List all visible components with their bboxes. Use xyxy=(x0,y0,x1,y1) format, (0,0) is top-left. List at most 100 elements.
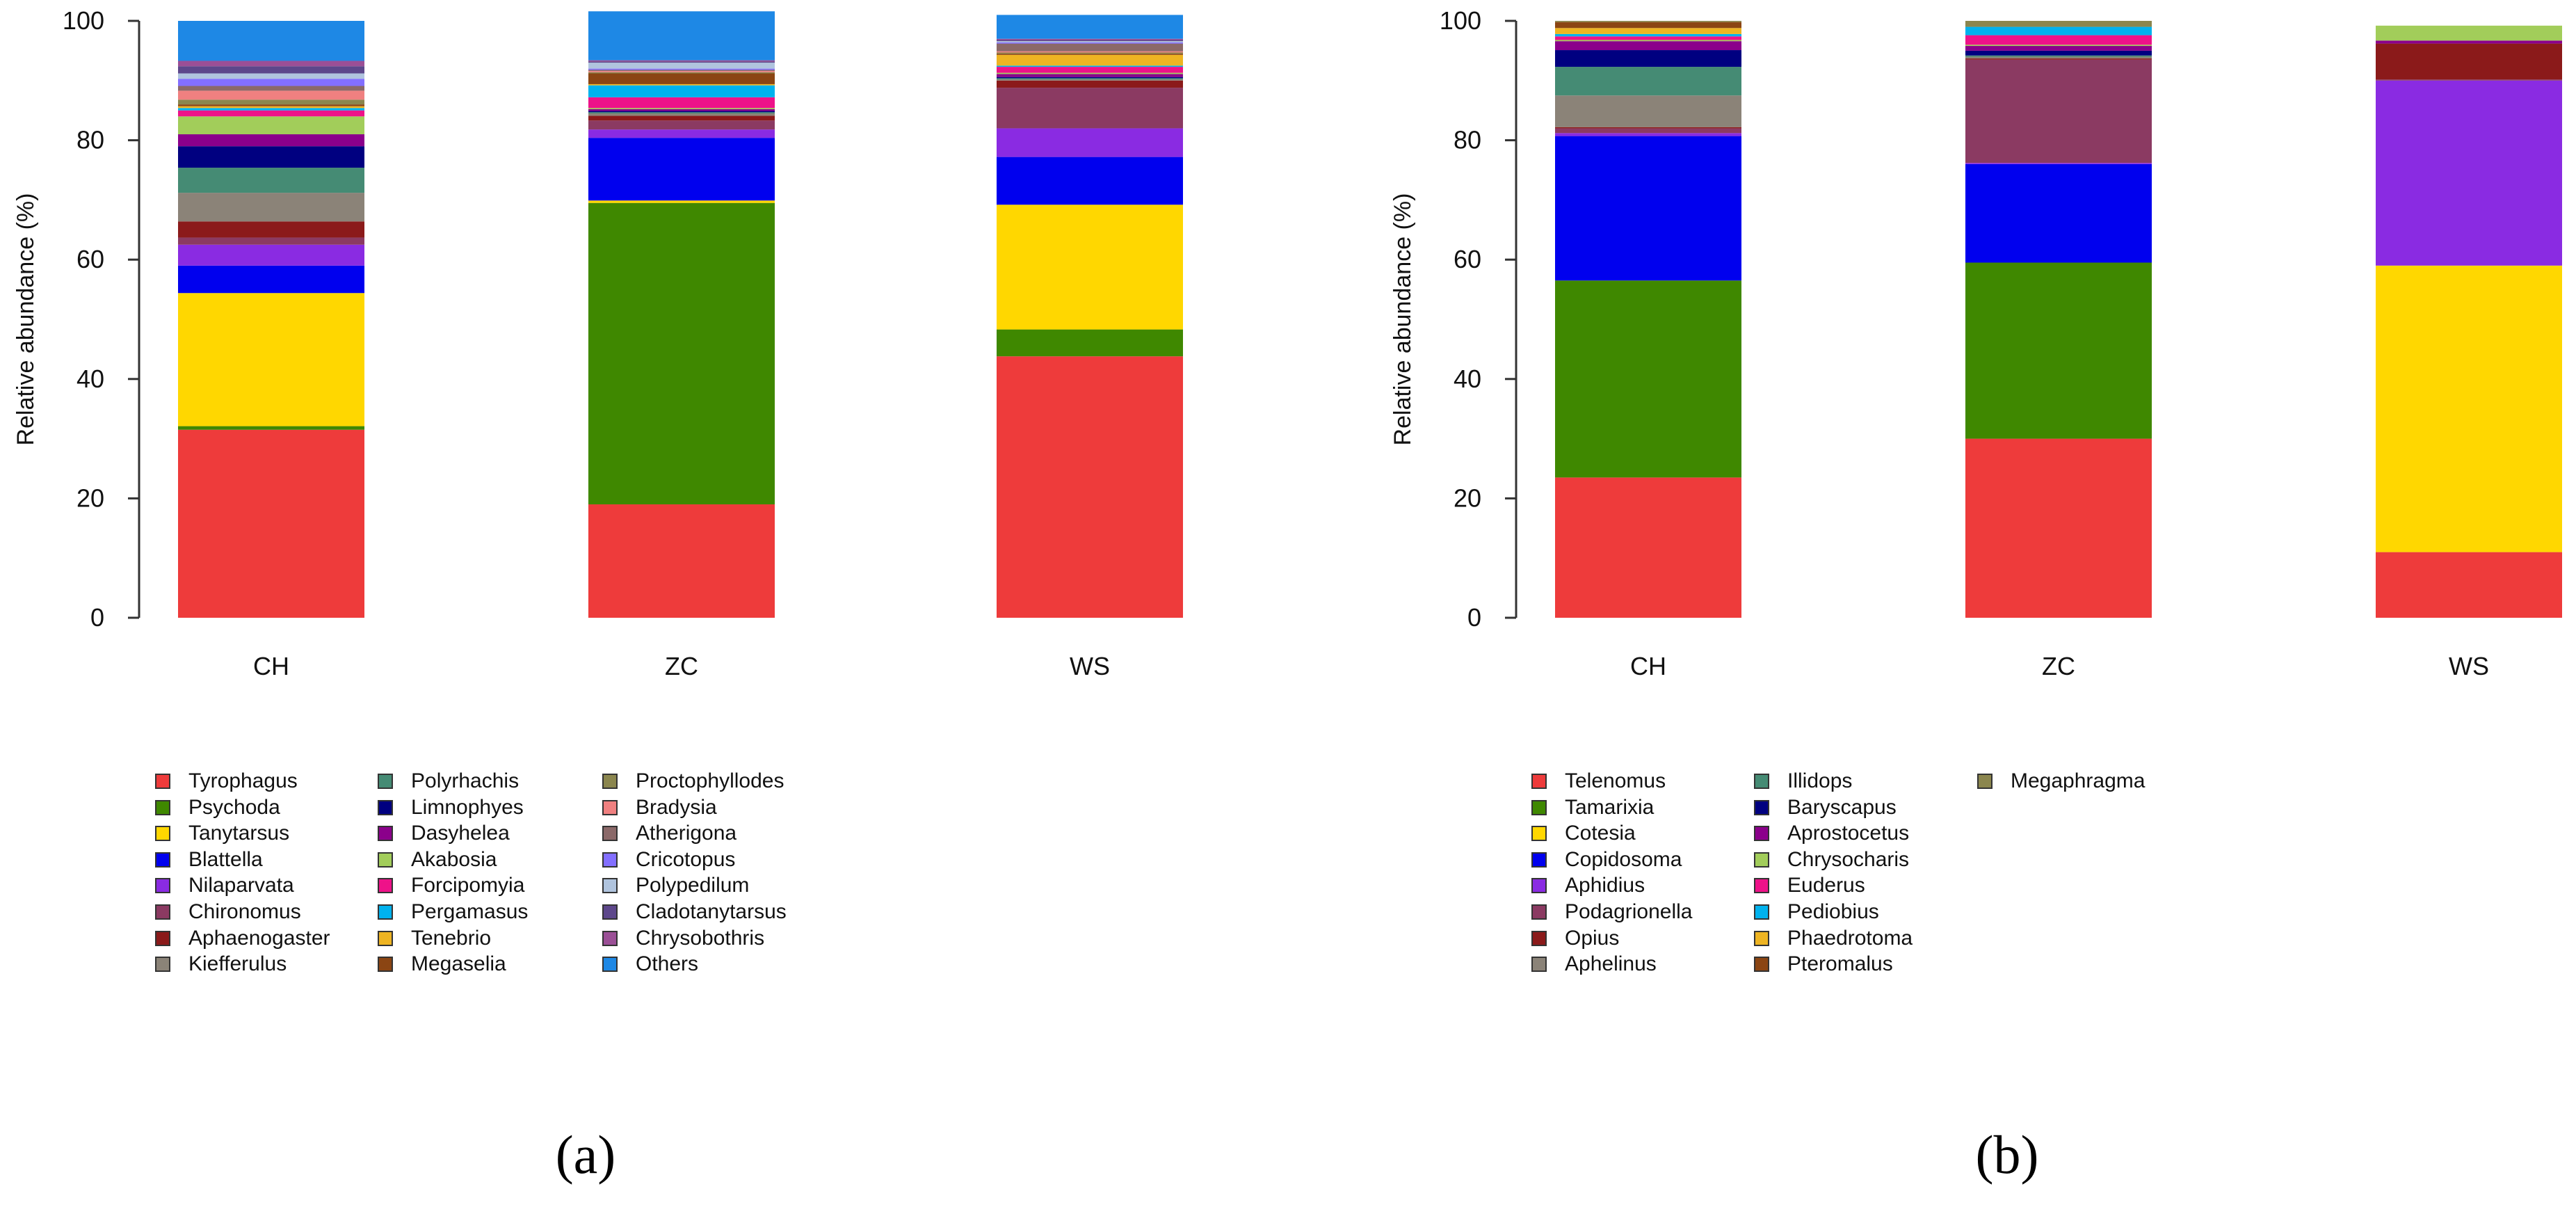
legend-item-b-phaedrotoma: Phaedrotoma xyxy=(1754,925,1913,952)
x-category-label-a-1: ZC xyxy=(665,652,698,680)
x-category-label-b-1: ZC xyxy=(2042,652,2075,680)
bar-segment-a-ch-polypedilum xyxy=(178,73,364,79)
bar-segment-b-ws-opius xyxy=(2376,43,2562,80)
legend-label: Tanytarsus xyxy=(188,822,290,845)
bar-segment-b-ws-aprostocetus xyxy=(2376,40,2562,44)
legend-label: Pteromalus xyxy=(1787,952,1893,976)
legend-swatch xyxy=(378,957,393,973)
legend-item-b-aphelinus: Aphelinus xyxy=(1531,951,1657,977)
legend-swatch xyxy=(1754,799,1769,815)
y-axis-title-b: Relative abundance (%) xyxy=(1390,193,1416,446)
legend-swatch xyxy=(602,957,618,973)
bar-segment-b-ch-aphidius xyxy=(1555,133,1741,136)
legend-swatch xyxy=(602,904,618,920)
bar-segment-b-zc-tamarixia xyxy=(1965,262,2152,439)
bar-segment-a-zc-cricotopus xyxy=(588,68,775,70)
bar-segment-b-ch-podagrionella xyxy=(1555,128,1741,134)
x-category-label-b-0: CH xyxy=(1630,652,1666,680)
bar-segment-a-ch-tyrophagus xyxy=(178,429,364,618)
legend-swatch xyxy=(1754,774,1769,789)
legend-swatch xyxy=(1754,957,1769,973)
legend-item-a-chrysobothris: Chrysobothris xyxy=(602,925,764,952)
legend-swatch xyxy=(602,826,618,842)
bar-segment-a-ws-megaselia xyxy=(997,54,1183,55)
bar-segment-b-ch-euderus xyxy=(1555,36,1741,40)
legend-item-b-illidops: Illidops xyxy=(1754,768,1852,794)
bar-segment-a-ch-tenebrio xyxy=(178,106,364,109)
bar-segment-a-ch-cladotanytarsus xyxy=(178,66,364,74)
legend-label: Baryscapus xyxy=(1787,795,1897,819)
bar-segment-a-ws-dasyhelea xyxy=(997,74,1183,77)
legend-swatch xyxy=(155,799,170,815)
bar-segment-a-ws-atherigona xyxy=(997,43,1183,51)
bar-segment-a-ws-polypedilum xyxy=(997,41,1183,42)
legend-item-b-pediobius: Pediobius xyxy=(1754,899,1879,925)
y-tick-label-a-1: 20 xyxy=(77,483,104,512)
bar-segment-b-ch-opius xyxy=(1555,127,1741,129)
bar-segment-a-zc-proctophyllodes xyxy=(588,72,775,74)
legend-swatch xyxy=(155,826,170,842)
legend-item-a-nilaparvata: Nilaparvata xyxy=(155,872,294,899)
legend-swatch xyxy=(155,878,170,894)
legend-swatch xyxy=(1754,904,1769,920)
legend-swatch xyxy=(155,957,170,973)
bar-segment-a-zc-atherigona xyxy=(588,70,775,72)
legend-label: Cotesia xyxy=(1565,822,1636,845)
legend-label: Opius xyxy=(1565,926,1620,950)
bar-segment-b-ch-phaedrotoma xyxy=(1555,28,1741,34)
x-category-label-a-2: WS xyxy=(1070,652,1110,680)
legend-swatch xyxy=(1531,904,1547,920)
legend-item-b-podagrionella: Podagrionella xyxy=(1531,899,1692,925)
bar-segment-b-zc-megaphragma xyxy=(1965,21,2152,27)
bar-segment-b-ch-pteromalus xyxy=(1555,22,1741,29)
bar-segment-b-ch-aphelinus xyxy=(1555,95,1741,127)
legend-item-a-polypedilum: Polypedilum xyxy=(602,872,749,899)
bar-segment-b-ws-podagrionella xyxy=(2376,79,2562,81)
legend-item-b-baryscapus: Baryscapus xyxy=(1754,794,1897,821)
bar-segment-b-ws-cotesia xyxy=(2376,265,2562,552)
legend-item-a-tyrophagus: Tyrophagus xyxy=(155,768,298,794)
bar-segment-a-zc-limnophyes xyxy=(588,111,775,113)
bar-segment-a-zc-aphaenogaster xyxy=(588,115,775,121)
bar-segment-a-ch-proctophyllodes xyxy=(178,99,364,105)
bar-segment-a-zc-polypedilum xyxy=(588,63,775,69)
legend-swatch xyxy=(378,774,393,789)
legend-label: Polyrhachis xyxy=(411,769,520,792)
legend-item-b-cotesia: Cotesia xyxy=(1531,820,1636,847)
bar-segment-b-zc-telenomus xyxy=(1965,438,2152,618)
bar-segment-a-ch-aphaenogaster xyxy=(178,221,364,238)
legend-label: Tamarixia xyxy=(1565,795,1655,819)
legend-swatch xyxy=(1531,826,1547,842)
legend-swatch xyxy=(378,826,393,842)
bar-segment-a-ch-psychoda xyxy=(178,426,364,430)
bar-segment-a-ws-tyrophagus xyxy=(997,356,1183,618)
legend-swatch xyxy=(1531,774,1547,789)
bar-segment-b-zc-aprostocetus xyxy=(1965,46,2152,51)
legend-swatch xyxy=(602,774,618,789)
legend-item-a-tanytarsus: Tanytarsus xyxy=(155,820,289,847)
legend-item-b-opius: Opius xyxy=(1531,925,1619,952)
legend-swatch xyxy=(1531,957,1547,973)
panel-label-a: (a) xyxy=(555,1124,616,1185)
legend-swatch xyxy=(1531,799,1547,815)
bar-segment-b-ch-pediobius xyxy=(1555,33,1741,37)
legend-swatch xyxy=(1754,826,1769,842)
legend-swatch xyxy=(1754,852,1769,868)
bar-segment-a-ch-tanytarsus xyxy=(178,293,364,426)
legend-label: Aphaenogaster xyxy=(188,926,330,950)
legend-item-b-copidosoma: Copidosoma xyxy=(1531,847,1682,873)
legend-label: Cricotopus xyxy=(636,847,736,871)
legend-item-a-tenebrio: Tenebrio xyxy=(378,925,491,952)
bar-segment-a-ws-forcipomyia xyxy=(997,67,1183,73)
bar-segment-a-ws-bradysia xyxy=(997,51,1183,53)
legend-swatch xyxy=(1531,930,1547,946)
y-tick-label-a-4: 80 xyxy=(77,126,104,154)
bar-segment-b-zc-baryscapus xyxy=(1965,50,2152,56)
bar-segment-b-ws-chrysocharis xyxy=(2376,25,2562,41)
legend-label: Aprostocetus xyxy=(1787,822,1910,845)
legend-label: Pergamasus xyxy=(411,900,529,923)
legend-label: Illidops xyxy=(1787,769,1853,792)
legend-label: Telenomus xyxy=(1565,769,1666,792)
legend-label: Podagrionella xyxy=(1565,900,1693,923)
